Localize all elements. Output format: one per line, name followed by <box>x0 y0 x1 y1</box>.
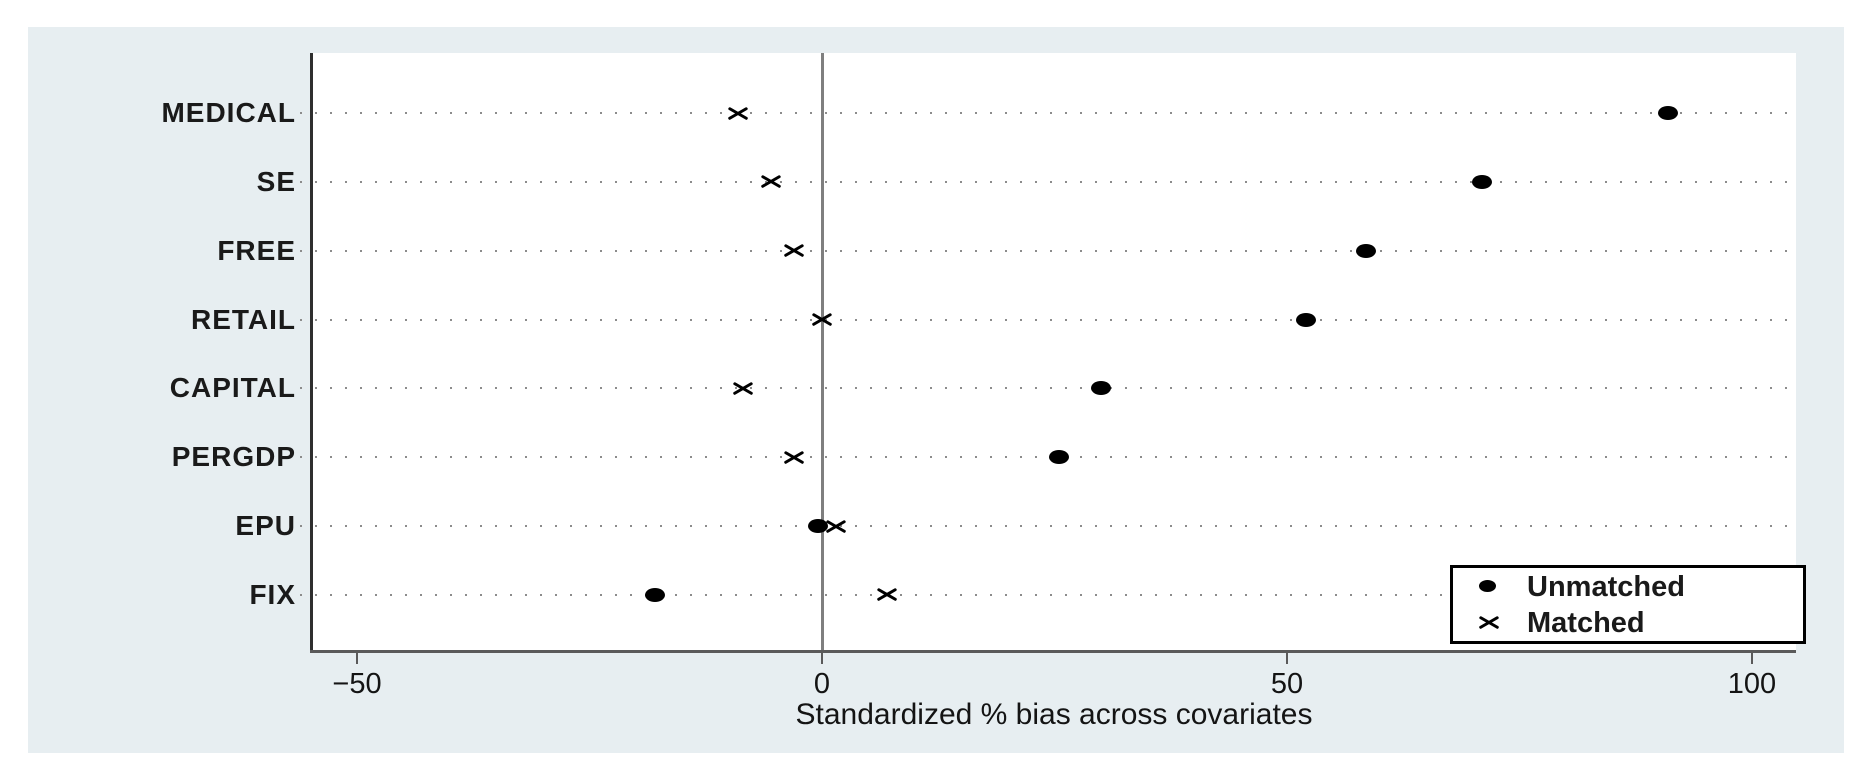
unmatched-point <box>1295 312 1316 327</box>
matched-point <box>812 313 832 327</box>
unmatched-point <box>1356 243 1377 258</box>
legend: Unmatched Matched <box>1450 565 1806 644</box>
gridline <box>300 456 1796 459</box>
x-tick-mark <box>1751 653 1753 664</box>
plot-area <box>312 53 1796 650</box>
gridline <box>300 112 1796 114</box>
zero-reference-line <box>820 53 824 650</box>
unmatched-point <box>1472 174 1493 189</box>
category-label: FIX <box>249 578 296 610</box>
x-tick-label: 0 <box>813 668 831 700</box>
legend-item: Unmatched <box>1479 571 1803 603</box>
unmatched-point <box>808 519 829 534</box>
legend-item: Matched <box>1479 607 1803 639</box>
gridline <box>300 180 1796 183</box>
matched-point <box>728 106 748 120</box>
gridline <box>300 387 1796 390</box>
unmatched-point <box>1091 381 1111 396</box>
legend-label: Matched <box>1527 606 1645 639</box>
matched-point <box>784 244 804 258</box>
x-tick-label: 50 <box>1270 668 1304 700</box>
x-tick-mark <box>821 653 823 664</box>
gridline <box>300 249 1796 252</box>
legend-label: Unmatched <box>1527 570 1685 603</box>
x-axis-title: Standardized % bias across covariates <box>795 698 1313 731</box>
x-axis-line <box>310 650 1796 653</box>
gridline <box>300 593 1796 596</box>
x-marker-icon <box>1479 616 1527 630</box>
y-axis-line <box>310 53 313 652</box>
category-label: PERGDP <box>171 441 296 473</box>
unmatched-point <box>1658 106 1679 120</box>
dot-marker-icon <box>1479 579 1527 594</box>
matched-point <box>733 381 753 395</box>
category-label: FREE <box>217 234 296 266</box>
x-marker-icon <box>1479 616 1499 630</box>
category-label: SE <box>256 165 296 197</box>
category-label: EPU <box>235 510 296 542</box>
gridline <box>300 318 1796 321</box>
matched-point <box>877 588 897 602</box>
unmatched-point <box>1049 450 1070 465</box>
matched-point <box>761 175 781 189</box>
category-label: RETAIL <box>190 303 296 335</box>
dot-marker-icon <box>1479 579 1496 592</box>
x-tick-label: −50 <box>332 668 382 700</box>
category-label: CAPITAL <box>169 372 296 404</box>
matched-point <box>784 450 804 464</box>
category-label: MEDICAL <box>161 97 296 128</box>
x-tick-label: 100 <box>1727 668 1777 700</box>
x-tick-mark <box>1286 653 1288 664</box>
matched-point <box>826 519 846 533</box>
gridline <box>300 525 1796 528</box>
x-tick-mark <box>356 653 358 664</box>
unmatched-point <box>644 587 665 602</box>
